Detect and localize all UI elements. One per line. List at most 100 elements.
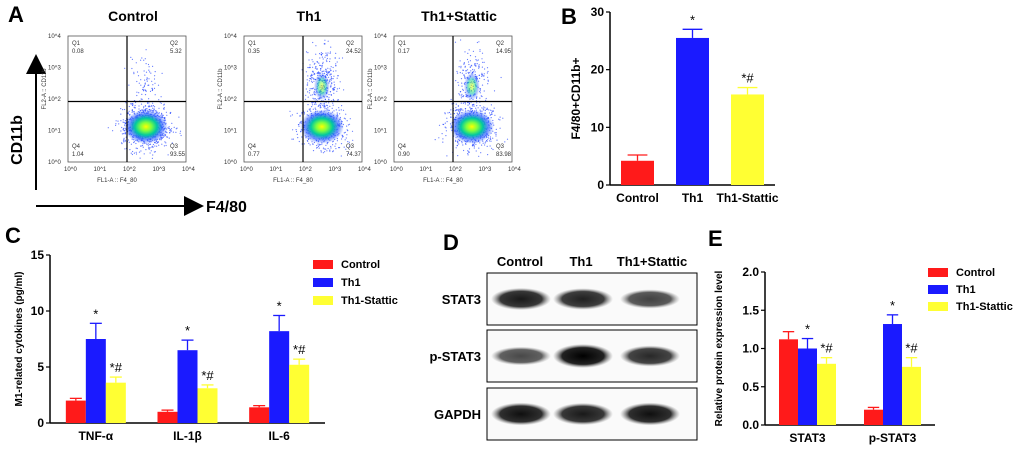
event-dot — [135, 101, 137, 104]
event-dot — [490, 104, 492, 106]
event-dot — [502, 117, 504, 119]
event-dot — [343, 146, 345, 148]
bar — [289, 364, 310, 423]
event-dot — [460, 97, 462, 99]
event-dot — [138, 92, 140, 94]
event-dot — [459, 110, 461, 112]
event-dot — [131, 153, 133, 156]
event-dot — [486, 72, 488, 74]
event-dot — [133, 141, 135, 143]
event-dot — [325, 148, 327, 150]
event-dot — [152, 105, 154, 107]
event-dot — [459, 72, 461, 74]
event-dot — [154, 145, 156, 147]
event-dot — [295, 130, 298, 133]
bar — [65, 400, 86, 423]
event-dot — [324, 56, 326, 58]
flow-plot-2: Th1 Q1 0.35 Q2 24.52 Q3 74.37 Q4 0.77 10^010^0 10^… — [218, 8, 371, 184]
quadrant-percent: 0.77 — [248, 152, 260, 158]
event-dot — [335, 109, 337, 111]
event-dot — [489, 114, 491, 116]
event-dot — [136, 94, 138, 97]
event-dot — [476, 102, 478, 104]
event-dot — [312, 150, 315, 152]
event-dot — [469, 60, 471, 62]
event-dot — [323, 70, 325, 72]
event-dot — [327, 106, 329, 108]
event-dot — [335, 143, 337, 145]
event-dot — [308, 92, 310, 94]
event-dot — [491, 112, 493, 114]
event-dot — [175, 128, 177, 130]
event-dot — [134, 104, 136, 107]
event-dot — [331, 78, 333, 80]
significance-label: *# — [905, 341, 918, 356]
event-dot — [307, 66, 309, 69]
blot-band — [491, 346, 551, 366]
event-dot — [154, 82, 156, 84]
event-dot — [148, 148, 150, 150]
event-dot — [148, 104, 150, 106]
event-dot — [456, 144, 458, 146]
y-tick-label: 10^1 — [224, 129, 237, 135]
event-dot — [308, 67, 310, 69]
event-dot — [490, 140, 492, 142]
quadrant-label: Q4 — [248, 144, 257, 150]
bar — [817, 363, 836, 425]
event-dot — [330, 66, 332, 68]
event-dot — [141, 145, 144, 147]
x-tick-label: 10^4 — [358, 167, 371, 173]
event-dot — [155, 110, 157, 112]
event-dot — [299, 122, 301, 124]
event-dot — [146, 143, 148, 146]
event-dot — [129, 149, 131, 151]
flow-plot-title: Th1+Stattic — [421, 8, 497, 24]
density-hotspot — [449, 109, 494, 144]
event-dot — [459, 60, 461, 62]
event-dot — [314, 93, 316, 96]
event-dot — [482, 142, 484, 144]
event-dot — [478, 41, 480, 43]
event-dot — [162, 114, 164, 116]
quadrant-percent: 0.35 — [248, 49, 260, 55]
event-dot — [450, 109, 452, 111]
event-dot — [468, 103, 470, 105]
event-dot — [329, 91, 332, 93]
event-dot — [457, 142, 459, 144]
event-dot — [500, 76, 502, 79]
event-dot — [310, 78, 312, 80]
significance-label: *# — [293, 342, 306, 357]
event-dot — [496, 139, 498, 141]
event-dot — [301, 136, 303, 138]
event-dot — [169, 131, 171, 134]
event-dot — [326, 74, 328, 76]
event-dot — [476, 60, 478, 62]
event-dot — [152, 89, 154, 91]
event-dot — [461, 108, 463, 110]
event-dot — [332, 104, 334, 106]
event-dot — [336, 112, 338, 114]
event-dot — [490, 138, 492, 140]
event-dot — [470, 64, 472, 66]
event-dot — [152, 102, 154, 104]
event-dot — [498, 118, 500, 120]
event-dot — [479, 97, 481, 99]
significance-label: * — [890, 298, 895, 313]
event-dot — [165, 142, 167, 144]
event-dot — [329, 78, 331, 81]
event-dot — [481, 107, 483, 109]
event-dot — [462, 102, 464, 104]
event-dot — [456, 112, 458, 114]
event-dot — [483, 109, 485, 111]
blot-band — [553, 402, 613, 426]
event-dot — [131, 111, 133, 113]
event-dot — [321, 56, 323, 58]
event-dot — [320, 106, 322, 108]
legend-label: Th1 — [956, 284, 976, 296]
event-dot — [309, 109, 311, 111]
event-dot — [314, 98, 316, 100]
bar — [864, 409, 883, 425]
event-dot — [141, 98, 143, 100]
event-dot — [144, 83, 146, 85]
event-dot — [478, 67, 480, 69]
